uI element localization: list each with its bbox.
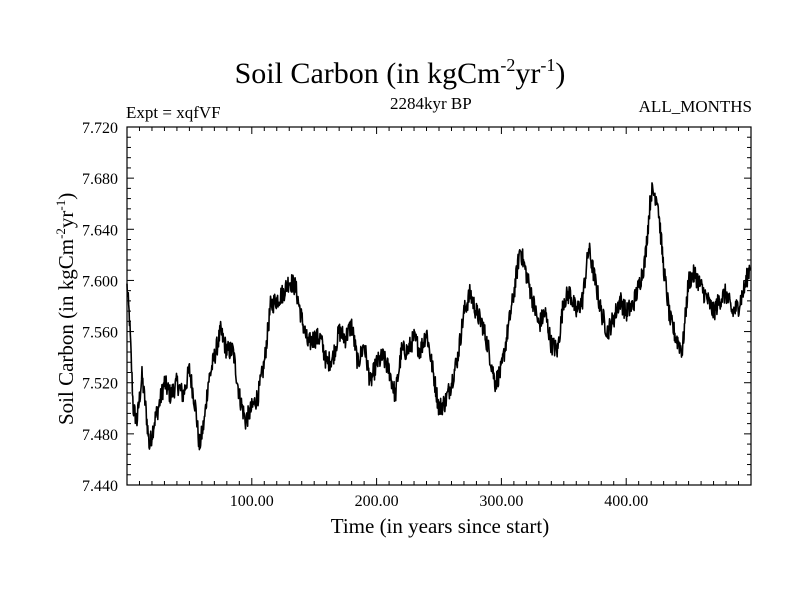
period-label: ALL_MONTHS [638,97,752,116]
x-tick-label: 100.00 [230,493,274,510]
y-tick-label: 7.720 [82,120,118,137]
x-axis-label: Time (in years since start) [330,514,550,538]
chart-subtitle: 2284kyr BP [390,94,472,113]
y-axis-label: Soil Carbon (in kgCm-2yr-1) [53,192,78,425]
x-tick-label: 400.00 [604,493,648,510]
y-tick-label: 7.480 [82,427,118,444]
y-tick-label: 7.560 [82,325,118,342]
y-tick-label: 7.600 [82,273,118,290]
y-tick-label: 7.440 [82,478,118,495]
y-tick-label: 7.680 [82,171,118,188]
plot-frame [126,126,752,486]
x-tick-label: 300.00 [479,493,523,510]
y-tick-label: 7.520 [82,376,118,393]
x-tick-label: 200.00 [355,493,399,510]
experiment-label: Expt = xqfVF [126,103,221,122]
y-tick-label: 7.640 [82,222,118,239]
chart-title: Soil Carbon (in kgCm-2yr-1) [234,55,566,90]
series-line-soil_carbon [126,182,752,451]
